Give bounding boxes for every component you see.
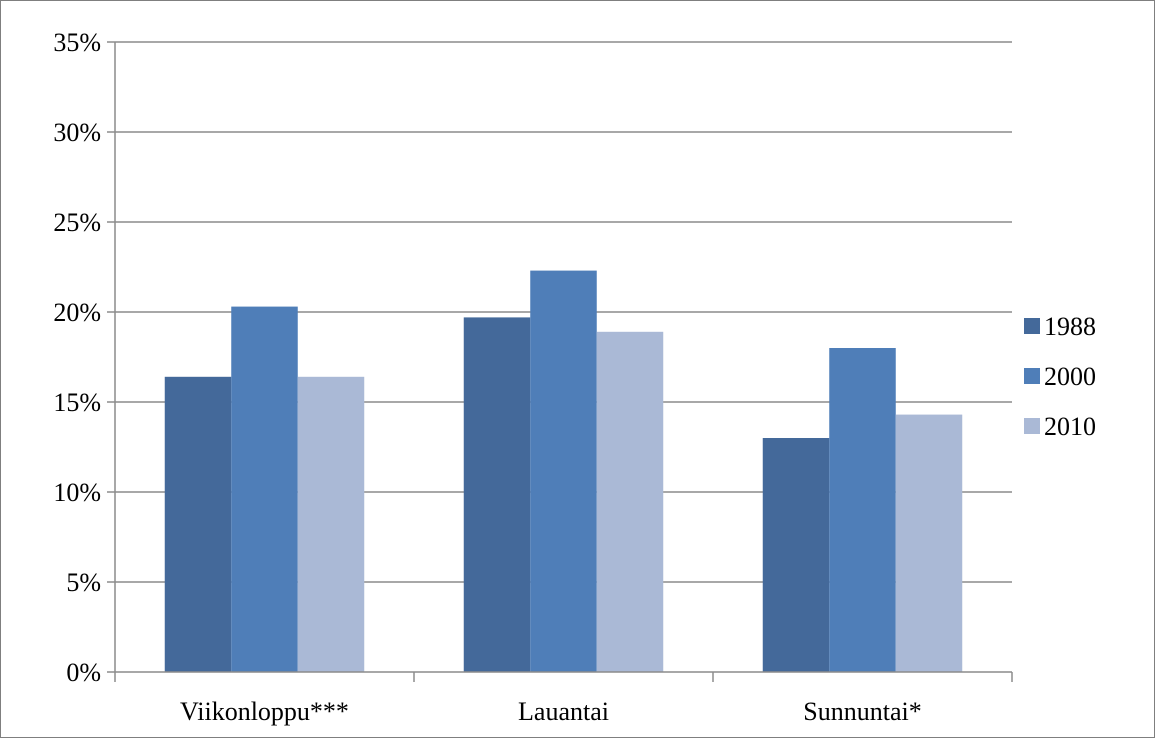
legend-label-2000: 2000 <box>1044 362 1096 391</box>
y-tick-label: 35% <box>53 28 101 57</box>
y-tick-labels: 0% 5% 10% 15% 20% 25% 30% 35% <box>53 28 101 687</box>
category-label: Viikonloppu*** <box>180 697 349 726</box>
bar-2000-1 <box>231 306 298 672</box>
legend-swatch-2000 <box>1024 368 1040 384</box>
y-tick-label: 25% <box>53 208 101 237</box>
legend-label-2010: 2010 <box>1044 412 1096 441</box>
y-tick-label: 30% <box>53 118 101 147</box>
bar-2000-3 <box>829 348 896 672</box>
legend: 1988 2000 2010 <box>1024 312 1096 441</box>
axes <box>107 41 1013 682</box>
bar-2000-2 <box>530 270 597 672</box>
bar-1988-2 <box>463 317 531 672</box>
category-labels: Viikonloppu*** Lauantai Sunnuntai* <box>180 697 922 726</box>
legend-swatch-1988 <box>1024 318 1040 334</box>
bar-2010-1 <box>297 376 365 672</box>
y-tick-label: 10% <box>53 478 101 507</box>
bar-1988-1 <box>164 376 232 672</box>
y-tick-label: 15% <box>53 388 101 417</box>
legend-label-1988: 1988 <box>1044 312 1096 341</box>
bar-1988-3 <box>762 438 830 672</box>
category-label: Sunnuntai* <box>803 697 921 726</box>
bar-2010-2 <box>596 331 664 672</box>
bars <box>164 270 963 672</box>
y-tick-label: 5% <box>66 568 101 597</box>
category-label: Lauantai <box>518 697 609 726</box>
y-tick-label: 20% <box>53 298 101 327</box>
legend-swatch-2010 <box>1024 418 1040 434</box>
y-tick-label: 0% <box>66 658 101 687</box>
bar-2010-3 <box>895 414 963 672</box>
